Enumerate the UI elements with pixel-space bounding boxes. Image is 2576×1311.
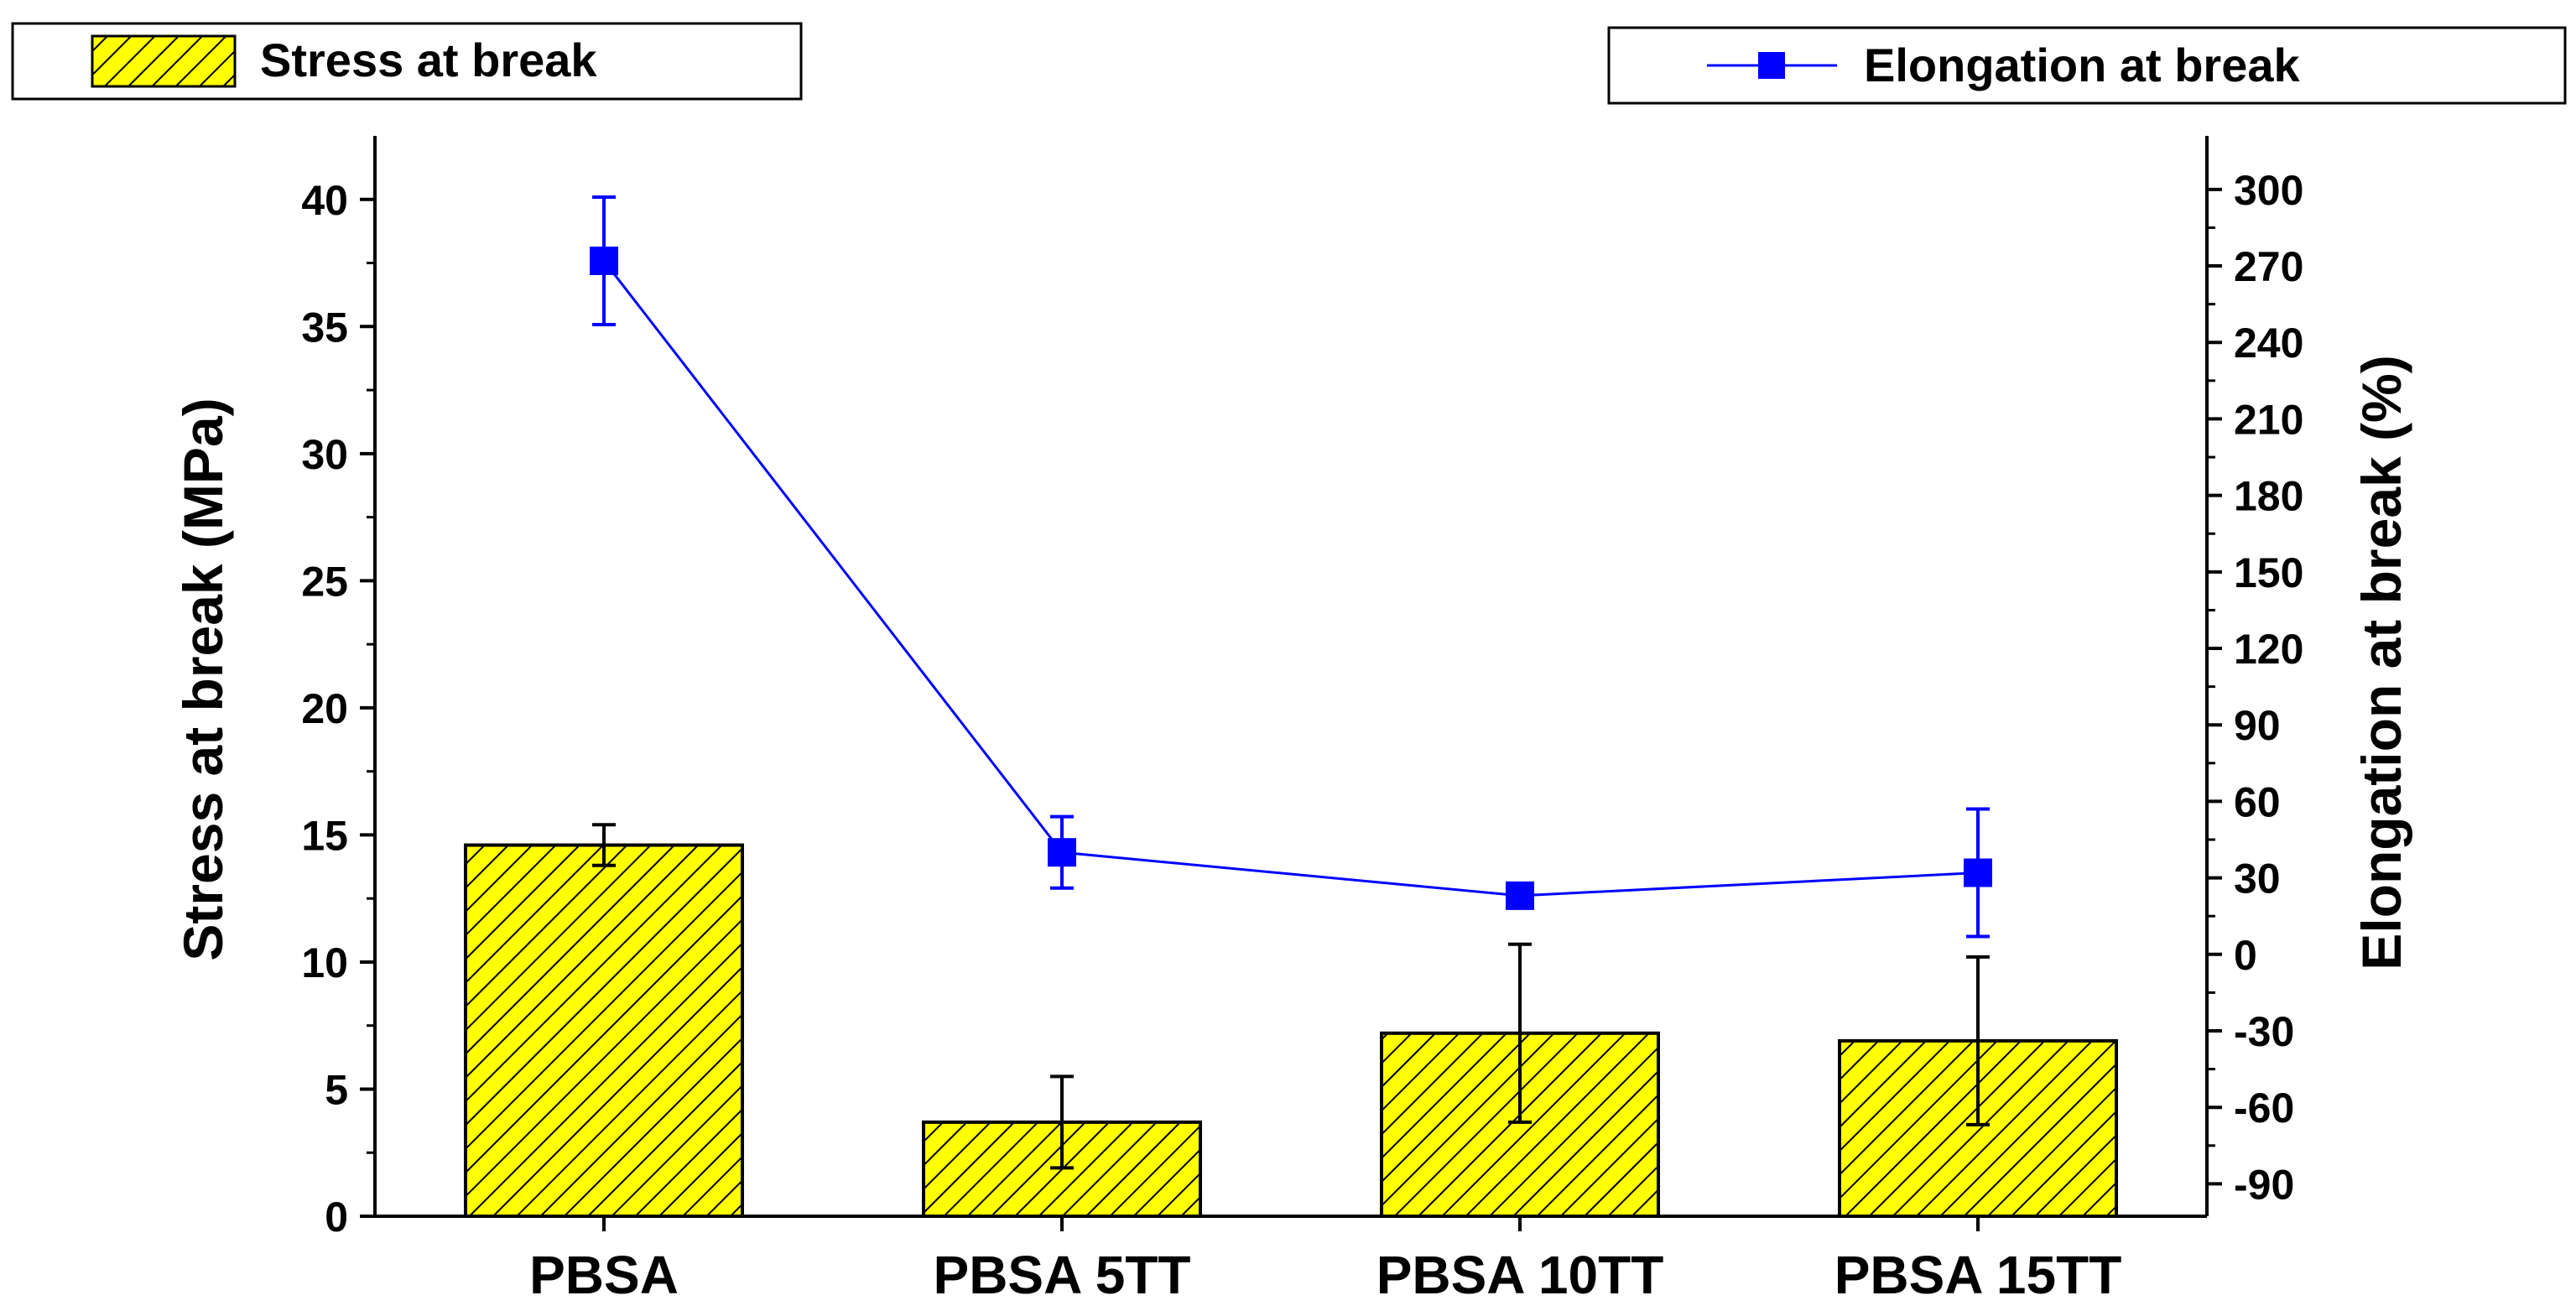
y-left-tick-label: 25 (301, 558, 348, 605)
elongation-point (1048, 838, 1076, 867)
bar (464, 843, 744, 1218)
x-tick-label: PBSA (529, 1245, 679, 1305)
y-right-tick-label: 120 (2234, 626, 2303, 673)
x-tick-label: PBSA 15TT (1834, 1245, 2122, 1305)
y-left-tick-label: 35 (301, 304, 348, 351)
y-right-tick-label: 270 (2234, 243, 2303, 290)
y-left-tick-label: 30 (301, 431, 348, 478)
legend-stress-label: Stress at break (260, 34, 597, 86)
legend-elongation-marker (1758, 52, 1785, 79)
y-left-tick-label: 5 (325, 1066, 348, 1113)
y-right-tick-label: -60 (2234, 1085, 2294, 1132)
x-tick-label: PBSA 10TT (1376, 1245, 1664, 1305)
y-right-tick-label: 90 (2234, 702, 2281, 749)
bar-series (464, 823, 2118, 1219)
y-right-tick-label: 210 (2234, 396, 2303, 443)
y-right-tick-label: 150 (2234, 549, 2303, 596)
y-left-tick-label: 10 (301, 939, 348, 986)
legend-elongation: Elongation at break (1607, 26, 2567, 105)
y-right-tick-label: 180 (2234, 473, 2303, 520)
y-axis-right-title: Elongation at break (%) (2350, 355, 2412, 970)
y-left-tick-label: 20 (301, 685, 348, 732)
elongation-point (1506, 881, 1534, 910)
legend-stress-swatch (91, 34, 237, 88)
y-left-tick-label: 40 (301, 177, 348, 224)
elongation-line (602, 260, 1979, 897)
y-right-tick-label: 300 (2234, 167, 2303, 214)
y-left-tick-label: 15 (301, 812, 348, 859)
legend-elongation-label: Elongation at break (1864, 39, 2300, 91)
y-left-tick-label: 0 (325, 1194, 348, 1241)
y-axis-right-ticks: -90 -60 -30 0 30 60 90 120 150 180 210 240 270 300 (2207, 167, 2303, 1208)
y-right-tick-label: 240 (2234, 320, 2303, 367)
line-series (590, 195, 1992, 939)
legend-stress: Stress at break (11, 22, 803, 101)
y-right-tick-label: -30 (2234, 1008, 2294, 1055)
y-axis-left-ticks: 0 5 10 15 20 25 30 35 40 (301, 177, 375, 1241)
elongation-point (1964, 858, 1992, 887)
y-axis-left-title: Stress at break (MPa) (172, 398, 234, 960)
y-right-tick-label: 30 (2234, 856, 2281, 903)
x-tick-label: PBSA 5TT (934, 1245, 1191, 1305)
y-right-tick-label: -90 (2234, 1161, 2294, 1208)
elongation-point (590, 246, 618, 275)
y-right-tick-label: 60 (2234, 778, 2281, 825)
y-right-tick-label: 0 (2234, 932, 2257, 979)
x-axis-ticks: PBSA PBSA 5TT PBSA 10TT PBSA 15TT (529, 1216, 2121, 1305)
